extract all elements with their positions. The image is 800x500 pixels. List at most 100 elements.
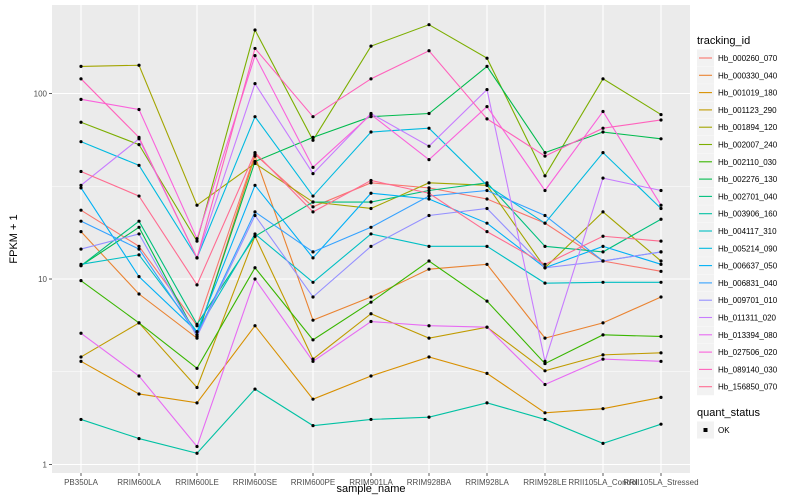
data-point [543,417,547,422]
data-point [253,46,257,51]
legend-label: Hb_002110_030 [718,158,777,167]
data-point [253,232,257,236]
data-point [485,221,489,225]
data-point [427,23,431,27]
data-point [485,244,489,248]
data-point [601,126,605,130]
data-point [659,295,663,299]
data-point [253,324,257,328]
data-point [427,158,431,162]
data-point [601,259,605,263]
data-point [543,262,547,266]
data-point [79,120,83,124]
data-point [659,206,663,211]
data-point [427,49,431,53]
data-point [195,366,199,370]
data-point [195,256,199,260]
data-point [427,144,431,148]
data-point [79,230,83,234]
data-point [485,56,489,60]
data-point [601,250,605,254]
data-point [427,186,431,190]
data-point [659,112,663,117]
data-point [659,250,663,254]
data-point [427,324,431,328]
data-point [253,387,257,391]
data-point [137,163,141,167]
data-point [369,295,373,299]
legend-label: Hb_006637_050 [718,262,778,271]
legend-label: Hb_011311_020 [718,314,777,323]
data-point [485,230,489,234]
data-point [659,422,663,426]
data-point [543,369,547,373]
x-tick-label: RRIM928BA [407,478,452,487]
data-point [601,321,605,325]
x-tick-label: RRII105LA_Control [568,478,638,487]
data-point [601,77,605,81]
data-point [79,355,83,359]
data-point [427,336,431,340]
legend-label: Hb_002276_130 [718,175,778,184]
x-axis: PB350LA RRIM600LA RRIM600LE RRIM600SE RRIM60… [64,473,699,487]
y-axis-title: FPKM + 1 [8,214,20,263]
data-point [485,105,489,109]
data-point [137,275,141,279]
data-point [369,300,373,304]
data-point [137,321,141,325]
data-point [311,357,315,361]
data-point [601,210,605,214]
legend-label: Hb_001123_290 [718,106,777,115]
data-point [543,174,547,178]
y-axis: 1 10 100 [34,90,52,470]
data-point [485,325,489,329]
data-point [253,82,257,86]
data-point [601,130,605,134]
data-point [195,322,199,326]
data-point [485,262,489,266]
data-point [137,247,141,251]
data-point [659,259,663,263]
legend-label: Hb_002701_040 [718,192,778,201]
data-point [79,417,83,422]
data-point [427,415,431,419]
legend-title: tracking_id [697,35,750,47]
data-point [601,357,605,361]
data-point [79,331,83,335]
data-point [427,244,431,248]
data-point [485,87,489,92]
data-point [369,44,373,48]
data-point [543,411,547,415]
data-point [195,451,199,455]
legend-label: Hb_004117_310 [718,227,777,236]
data-point [79,262,83,266]
data-point [137,232,141,236]
data-point [253,183,257,187]
x-tick-label: RRIM928LA [465,478,509,487]
data-point [369,191,373,195]
data-point [369,232,373,236]
data-point [601,151,605,155]
data-point [195,401,199,405]
data-point [253,213,257,218]
shape-legend-marker [703,428,708,432]
data-point [253,266,257,270]
legend: tracking_id Hb_000260_070Hb_000330_040Hb… [697,35,778,439]
data-point [79,219,83,223]
data-point [543,336,547,340]
data-point [253,159,257,164]
data-point [79,359,83,363]
data-point [659,118,663,122]
data-point [137,219,141,223]
data-point [369,77,373,81]
data-point [369,112,373,117]
data-point [137,253,141,257]
data-point [195,334,199,339]
data-point [369,206,373,211]
data-point [601,176,605,180]
data-point [311,165,315,169]
data-point [427,213,431,218]
data-point [659,351,663,355]
data-point [311,397,315,401]
